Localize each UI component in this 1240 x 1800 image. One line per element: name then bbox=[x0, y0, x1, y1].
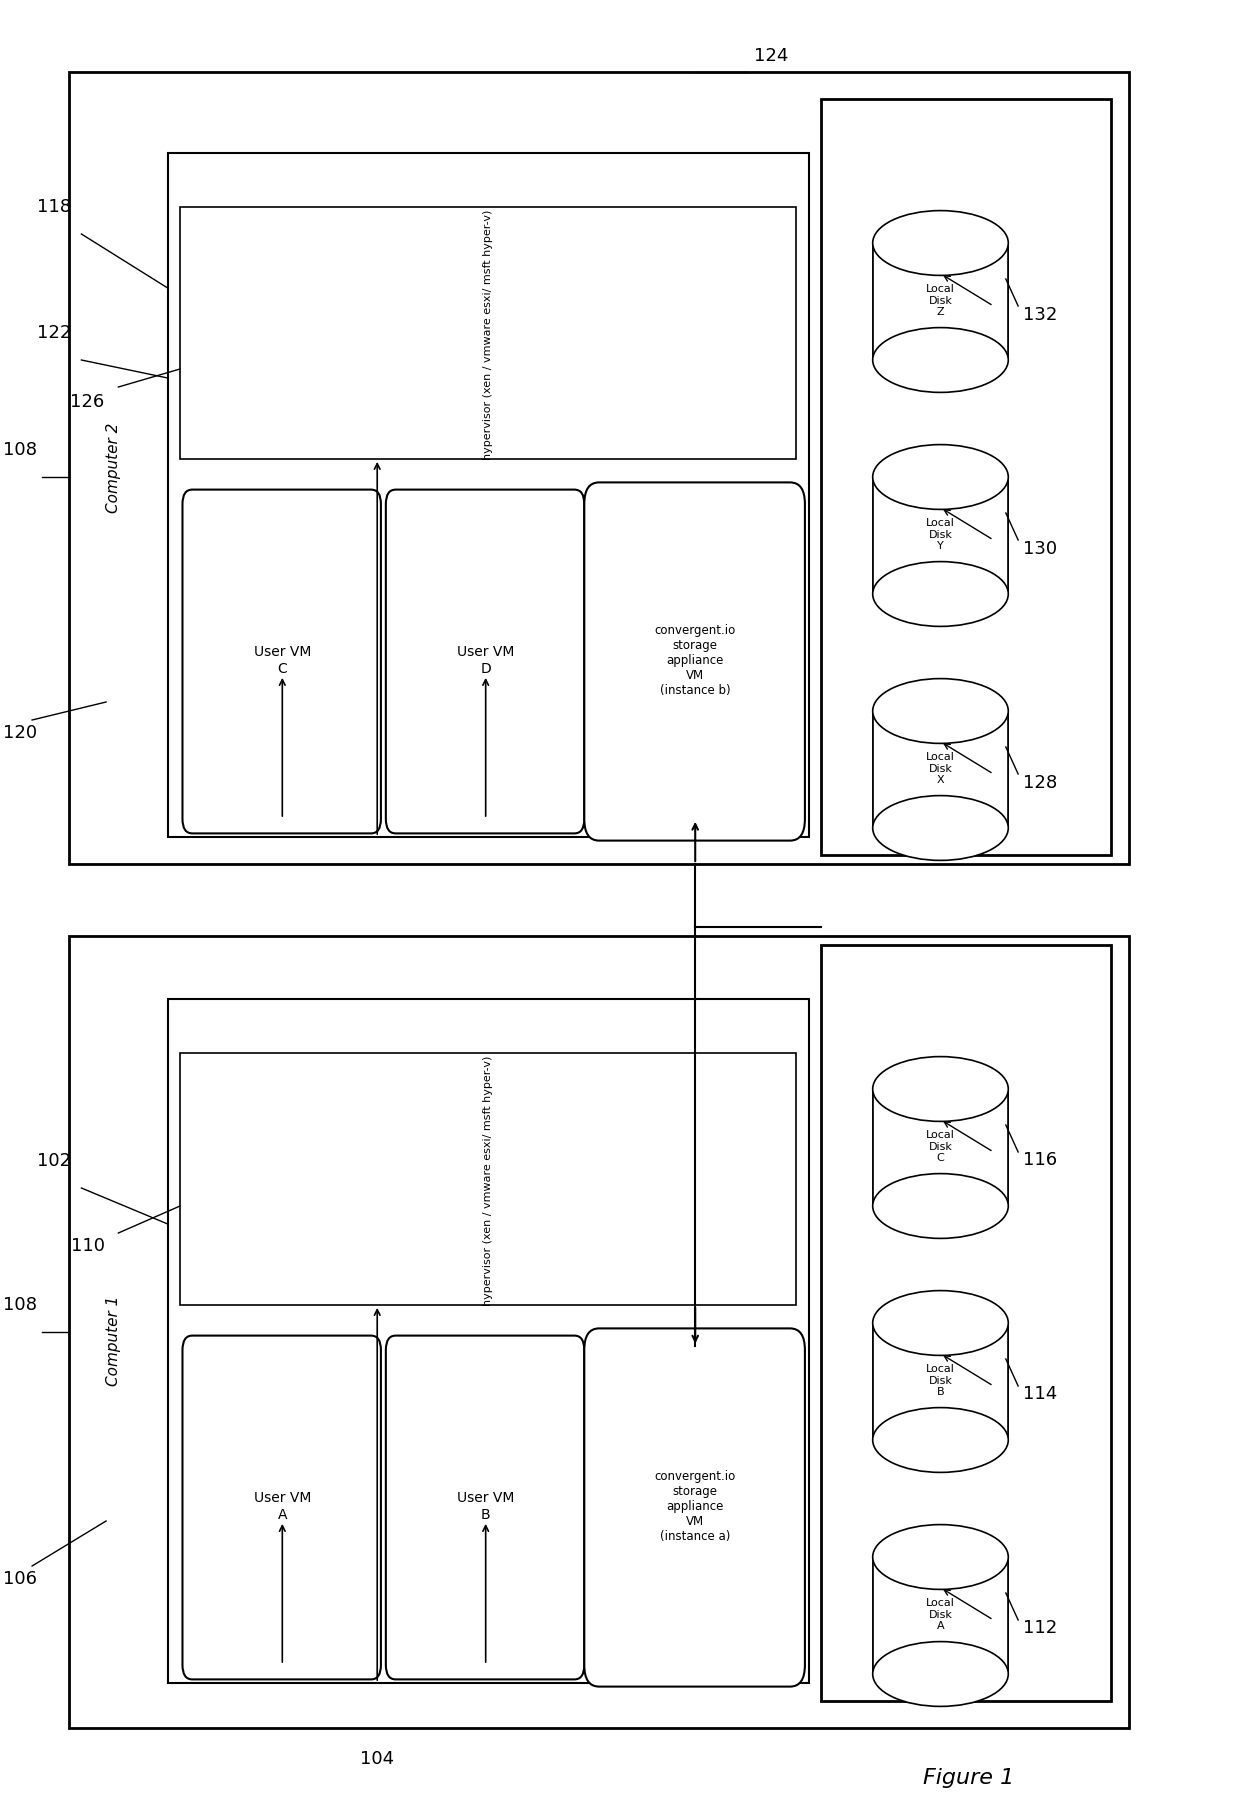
Text: Figure 1: Figure 1 bbox=[924, 1768, 1014, 1789]
Text: 124: 124 bbox=[754, 47, 789, 65]
Text: 130: 130 bbox=[1023, 540, 1058, 558]
Ellipse shape bbox=[873, 1408, 1008, 1472]
Bar bbox=[873, 477, 1008, 594]
Ellipse shape bbox=[873, 562, 1008, 626]
Text: 128: 128 bbox=[1023, 774, 1058, 792]
Text: hypervisor (xen / vmware esxi/ msft hyper-v): hypervisor (xen / vmware esxi/ msft hype… bbox=[484, 209, 494, 461]
Bar bbox=[167, 999, 808, 1683]
Text: Local
Disk
Z: Local Disk Z bbox=[926, 284, 955, 317]
Text: hypervisor (xen / vmware esxi/ msft hyper-v): hypervisor (xen / vmware esxi/ msft hype… bbox=[484, 1055, 494, 1307]
Text: 122: 122 bbox=[37, 324, 72, 342]
Text: 126: 126 bbox=[71, 392, 104, 410]
Text: 132: 132 bbox=[1023, 306, 1058, 324]
Text: 108: 108 bbox=[2, 441, 37, 459]
Bar bbox=[821, 99, 1111, 855]
Text: Local
Disk
C: Local Disk C bbox=[926, 1130, 955, 1163]
Text: 118: 118 bbox=[37, 198, 72, 216]
Text: convergent.io
storage
appliance
VM
(instance b): convergent.io storage appliance VM (inst… bbox=[655, 625, 735, 697]
Ellipse shape bbox=[873, 1174, 1008, 1238]
Ellipse shape bbox=[873, 328, 1008, 392]
FancyBboxPatch shape bbox=[386, 490, 584, 833]
Text: 110: 110 bbox=[71, 1237, 104, 1255]
Text: 116: 116 bbox=[1023, 1150, 1058, 1168]
Text: 108: 108 bbox=[2, 1296, 37, 1314]
Bar bbox=[69, 72, 1130, 864]
FancyBboxPatch shape bbox=[182, 1336, 381, 1679]
FancyBboxPatch shape bbox=[386, 1336, 584, 1679]
Bar bbox=[873, 1323, 1008, 1440]
Text: User VM
C: User VM C bbox=[254, 646, 311, 675]
Text: Local
Disk
A: Local Disk A bbox=[926, 1598, 955, 1631]
Text: 120: 120 bbox=[2, 724, 37, 742]
Ellipse shape bbox=[873, 1525, 1008, 1589]
Ellipse shape bbox=[873, 796, 1008, 860]
Text: 102: 102 bbox=[37, 1152, 72, 1170]
FancyBboxPatch shape bbox=[584, 482, 805, 841]
Bar bbox=[873, 1089, 1008, 1206]
Ellipse shape bbox=[873, 445, 1008, 509]
Text: 112: 112 bbox=[1023, 1618, 1058, 1636]
Text: Local
Disk
X: Local Disk X bbox=[926, 752, 955, 785]
Text: Local
Disk
B: Local Disk B bbox=[926, 1364, 955, 1397]
Bar bbox=[873, 711, 1008, 828]
Text: 104: 104 bbox=[360, 1750, 394, 1768]
Bar bbox=[821, 945, 1111, 1701]
Text: User VM
B: User VM B bbox=[458, 1492, 515, 1521]
FancyBboxPatch shape bbox=[584, 1328, 805, 1687]
Bar bbox=[873, 243, 1008, 360]
Ellipse shape bbox=[873, 1291, 1008, 1355]
Text: 106: 106 bbox=[2, 1570, 37, 1588]
Bar bbox=[873, 243, 1008, 360]
Text: Computer 2: Computer 2 bbox=[107, 423, 122, 513]
Text: convergent.io
storage
appliance
VM
(instance a): convergent.io storage appliance VM (inst… bbox=[655, 1471, 735, 1543]
Text: Local
Disk
Y: Local Disk Y bbox=[926, 518, 955, 551]
Bar bbox=[180, 207, 796, 459]
FancyBboxPatch shape bbox=[182, 490, 381, 833]
Bar bbox=[873, 1557, 1008, 1674]
Bar bbox=[180, 1053, 796, 1305]
Bar bbox=[873, 1557, 1008, 1674]
Bar bbox=[69, 936, 1130, 1728]
Text: User VM
D: User VM D bbox=[458, 646, 515, 675]
Bar bbox=[873, 1323, 1008, 1440]
Ellipse shape bbox=[873, 679, 1008, 743]
Bar bbox=[167, 153, 808, 837]
Ellipse shape bbox=[873, 1642, 1008, 1706]
Text: User VM
A: User VM A bbox=[254, 1492, 311, 1521]
Bar bbox=[873, 1089, 1008, 1206]
Bar bbox=[873, 477, 1008, 594]
Ellipse shape bbox=[873, 211, 1008, 275]
Ellipse shape bbox=[873, 1057, 1008, 1121]
Text: 114: 114 bbox=[1023, 1384, 1058, 1402]
Text: Computer 1: Computer 1 bbox=[107, 1296, 122, 1386]
Bar bbox=[873, 711, 1008, 828]
